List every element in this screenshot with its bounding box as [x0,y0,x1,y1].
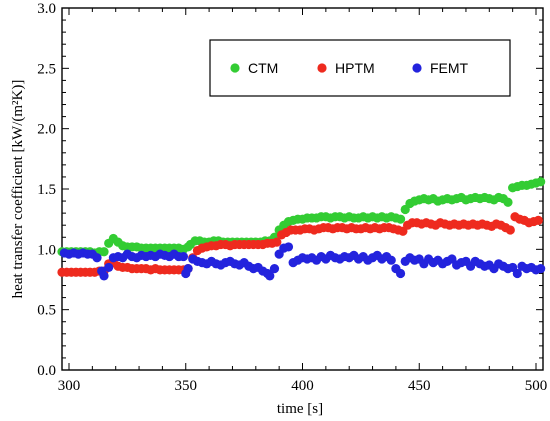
data-point-femt [386,255,396,265]
data-point-femt [283,242,294,252]
legend-marker [412,63,422,73]
plot-area [57,7,546,371]
data-point-femt [99,271,109,281]
data-point-femt [512,268,522,279]
data-point-femt [178,251,189,262]
x-tick-labels: 300 350 400 450 500 [58,378,547,394]
legend-marker [317,63,327,73]
legend-marker [230,63,240,73]
data-point-femt [92,253,102,263]
data-points [57,177,546,281]
legend-entry-ctm: CTM [230,60,278,76]
x-tick-label: 350 [175,378,198,394]
y-tick-label: 3.0 [37,1,56,17]
legend-box [209,39,511,97]
x-tick-label: 400 [291,378,314,394]
x-tick-label: 300 [58,378,81,394]
series-ctm [57,177,546,258]
y-tick-label: 0.0 [37,363,56,379]
x-tick-label: 500 [525,378,548,394]
y-tick-label: 2.0 [37,122,56,138]
legend-entry-femt: FEMT [412,60,469,76]
y-tick-labels: 0.0 0.5 1.0 1.5 2.0 2.5 3.0 [37,1,56,379]
y-tick-label: 0.5 [37,303,56,319]
legend: CTM HPTM FEMT [209,39,511,97]
y-tick-label: 2.5 [37,61,56,77]
legend-label: HPTM [335,60,375,76]
data-point-ctm [536,177,546,187]
data-point-ctm [99,247,109,257]
data-point-ctm [503,197,513,207]
series-hptm [57,212,543,277]
x-axis-label: time [s] [277,401,323,417]
data-point-femt [269,264,280,274]
y-axis-label: heat transfer coefficient [kW/(m²K)] [10,80,26,299]
data-point-hptm [272,237,282,247]
data-point-femt [265,271,275,281]
data-point-femt [536,264,546,274]
series-femt [59,242,546,281]
data-point-femt [183,264,193,274]
y-tick-label: 1.5 [37,182,56,198]
legend-label: CTM [248,60,278,76]
data-point-hptm [533,215,543,225]
y-tick-label: 1.0 [37,242,56,258]
data-point-hptm [505,225,515,235]
legend-entries: CTM HPTM FEMT [230,60,469,76]
data-point-ctm [395,214,406,224]
data-point-femt [395,268,406,279]
x-tick-label: 450 [408,378,431,394]
data-point-femt [104,262,114,273]
legend-label: FEMT [430,60,469,76]
legend-entry-hptm: HPTM [317,60,375,76]
